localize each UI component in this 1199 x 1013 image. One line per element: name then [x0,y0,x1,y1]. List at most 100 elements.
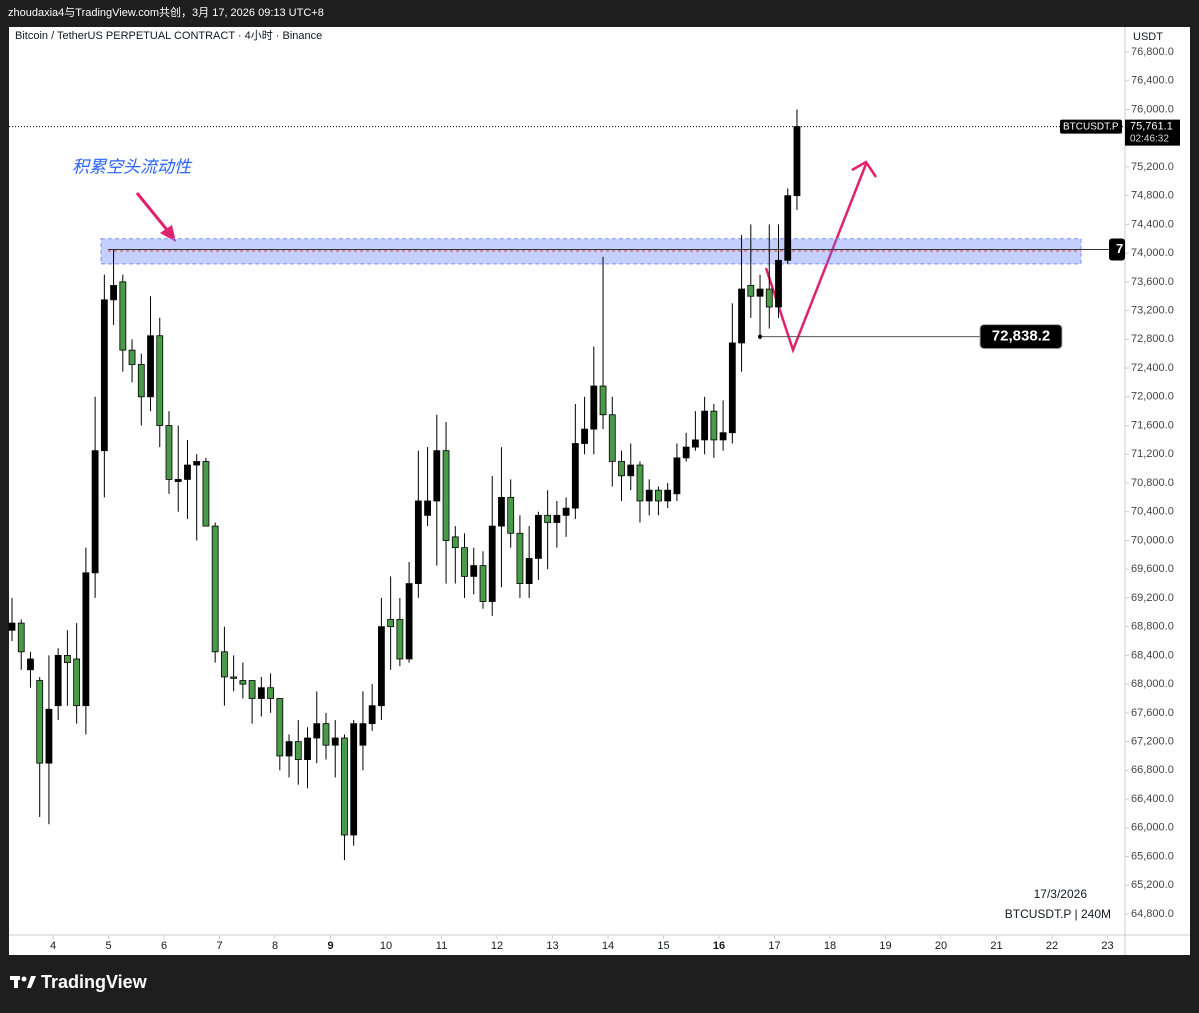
x-tick-label: 10 [380,940,392,952]
candle-body [664,489,672,502]
candle-body [257,687,265,699]
candle-body [64,655,71,663]
y-tick-label: 70,400.0 [1131,506,1174,518]
annotation: 积累空头流动性 [72,157,193,176]
candle-body [525,558,533,584]
candle-body [82,572,90,707]
x-tick-label: 21 [990,940,1002,952]
y-tick-label: 74,800.0 [1131,190,1174,202]
candle-body [719,432,727,441]
level-dot [758,334,763,339]
candle-body [276,698,284,757]
candle-body [636,464,644,502]
candle-body [562,507,570,516]
candle-body [645,489,653,502]
y-tick-label: 71,600.0 [1131,419,1174,431]
zone-label: 7 [1116,241,1123,256]
candle-body [396,619,404,660]
level-label: 72,838.2 [992,328,1050,345]
countdown: 02:46:32 [1130,133,1169,144]
candle-body [54,655,62,707]
candle-body [304,737,311,760]
candle-body [544,514,552,523]
candle-body [682,446,690,459]
x-tick-label: 23 [1101,940,1113,952]
candle-body [110,285,117,301]
candle-body [507,496,515,534]
y-tick-label: 65,600.0 [1131,850,1174,862]
candle-body [193,461,201,466]
y-tick-label: 74,400.0 [1131,218,1174,230]
candle-body [248,680,256,699]
candle-body [387,619,395,628]
candle-body [738,288,745,344]
candle-body [424,500,431,516]
candle-body [414,500,422,584]
candle-body [350,723,358,836]
y-tick-label: 70,000.0 [1131,534,1174,546]
y-tick-label: 73,600.0 [1131,276,1174,288]
candle-body [442,450,450,541]
candle-body [174,479,182,482]
candle-body [377,626,385,707]
candle-body [239,680,247,685]
x-tick-label: 8 [272,940,278,952]
candle-body [728,342,736,434]
candle-body [73,658,81,707]
x-tick-label: 9 [327,940,333,952]
zone-label-box [1109,238,1125,261]
y-tick-label: 68,800.0 [1131,621,1174,633]
candle-body [673,457,681,495]
candle-body [470,565,478,577]
y-tick-label: 75,200.0 [1131,161,1174,173]
candle-body [498,496,505,527]
candle-body [590,385,598,430]
candle-body [27,658,34,671]
y-tick-label: 66,000.0 [1131,822,1174,834]
y-tick-label: 76,800.0 [1131,46,1174,58]
candle-body [608,414,616,462]
x-tick-label: 11 [436,940,447,952]
x-tick-label: 20 [935,940,947,952]
candle-body [211,525,219,653]
y-tick-label: 72,400.0 [1131,362,1174,374]
candle-body [156,335,164,426]
logo [10,976,36,988]
chart-title: Bitcoin / TetherUS PERPETUAL CONTRACT · … [15,29,322,42]
x-tick-label: 19 [879,940,891,952]
y-tick-label: 66,800.0 [1131,764,1174,776]
candle-body [655,489,662,502]
candle-body [701,410,709,441]
candle-body [747,285,755,297]
candle-body [581,428,588,444]
x-tick-label: 4 [50,940,56,952]
y-tick-label: 76,000.0 [1131,103,1174,115]
pointer-arrow [135,192,174,237]
candle-body [45,708,53,764]
symbol-tag: BTCUSDT.P [1063,121,1119,132]
candle-body [618,461,625,477]
candle-body [784,195,792,261]
y-tick-label: 67,200.0 [1131,736,1174,748]
candle-body [461,547,468,577]
arrow-head [851,160,878,178]
date-label: 17/3/2026 [1034,887,1088,901]
candle-body [775,259,782,308]
candle-body [100,299,108,452]
candle-body [313,723,321,739]
x-tick-label: 5 [105,940,111,952]
y-tick-label: 70,800.0 [1131,477,1174,489]
candle-body [91,450,99,574]
candle-body [184,464,191,480]
candle-body [599,385,607,416]
candle-body [230,676,238,679]
candle-body [341,737,348,836]
y-tick-label: 64,800.0 [1131,908,1174,920]
candle-body [765,288,773,308]
candle-body [221,651,228,678]
candle-body [516,532,524,584]
brand: TradingView [41,972,148,992]
candle-body [294,741,302,760]
candle-body [691,439,699,448]
candle-body [17,622,25,653]
